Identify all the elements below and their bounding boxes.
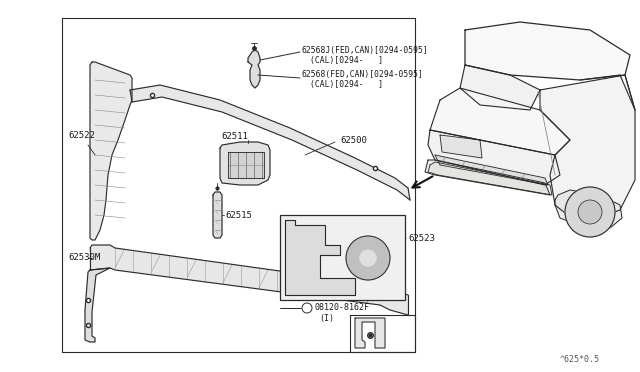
Text: 62511: 62511 xyxy=(221,131,248,141)
Polygon shape xyxy=(228,152,264,178)
Polygon shape xyxy=(285,220,355,295)
Polygon shape xyxy=(90,62,132,240)
Polygon shape xyxy=(213,192,222,238)
Text: (CAL)[0294-   ]: (CAL)[0294- ] xyxy=(310,80,383,89)
Bar xyxy=(280,215,405,300)
Text: 08120-8162F: 08120-8162F xyxy=(315,304,370,312)
Polygon shape xyxy=(220,142,270,185)
Circle shape xyxy=(360,250,376,266)
Circle shape xyxy=(346,236,390,280)
Polygon shape xyxy=(428,130,560,185)
Polygon shape xyxy=(540,75,635,225)
Polygon shape xyxy=(90,245,408,315)
Polygon shape xyxy=(460,65,540,110)
Text: (CAL)[0294-   ]: (CAL)[0294- ] xyxy=(310,55,383,64)
Polygon shape xyxy=(465,22,630,80)
Text: 62500: 62500 xyxy=(340,135,367,144)
Circle shape xyxy=(578,200,602,224)
Polygon shape xyxy=(355,318,385,348)
Text: ^625*0.5: ^625*0.5 xyxy=(560,356,600,365)
Circle shape xyxy=(565,187,615,237)
Polygon shape xyxy=(430,88,570,155)
Polygon shape xyxy=(440,135,482,158)
Polygon shape xyxy=(428,162,552,195)
Text: B: B xyxy=(305,305,309,311)
Polygon shape xyxy=(425,160,550,195)
Polygon shape xyxy=(130,85,410,200)
Text: 62568(FED,CAN)[0294-0595]: 62568(FED,CAN)[0294-0595] xyxy=(302,70,424,78)
Circle shape xyxy=(302,303,312,313)
Text: 62523: 62523 xyxy=(408,234,435,243)
Text: 62568J(FED,CAN)[0294-0595]: 62568J(FED,CAN)[0294-0595] xyxy=(302,45,429,55)
Polygon shape xyxy=(435,155,548,185)
Text: 62522: 62522 xyxy=(68,131,95,140)
Text: 62530M: 62530M xyxy=(68,253,100,263)
Polygon shape xyxy=(555,190,622,228)
Text: 62515: 62515 xyxy=(225,211,252,219)
Polygon shape xyxy=(248,50,260,88)
Polygon shape xyxy=(85,268,110,342)
Text: (I): (I) xyxy=(319,314,334,323)
